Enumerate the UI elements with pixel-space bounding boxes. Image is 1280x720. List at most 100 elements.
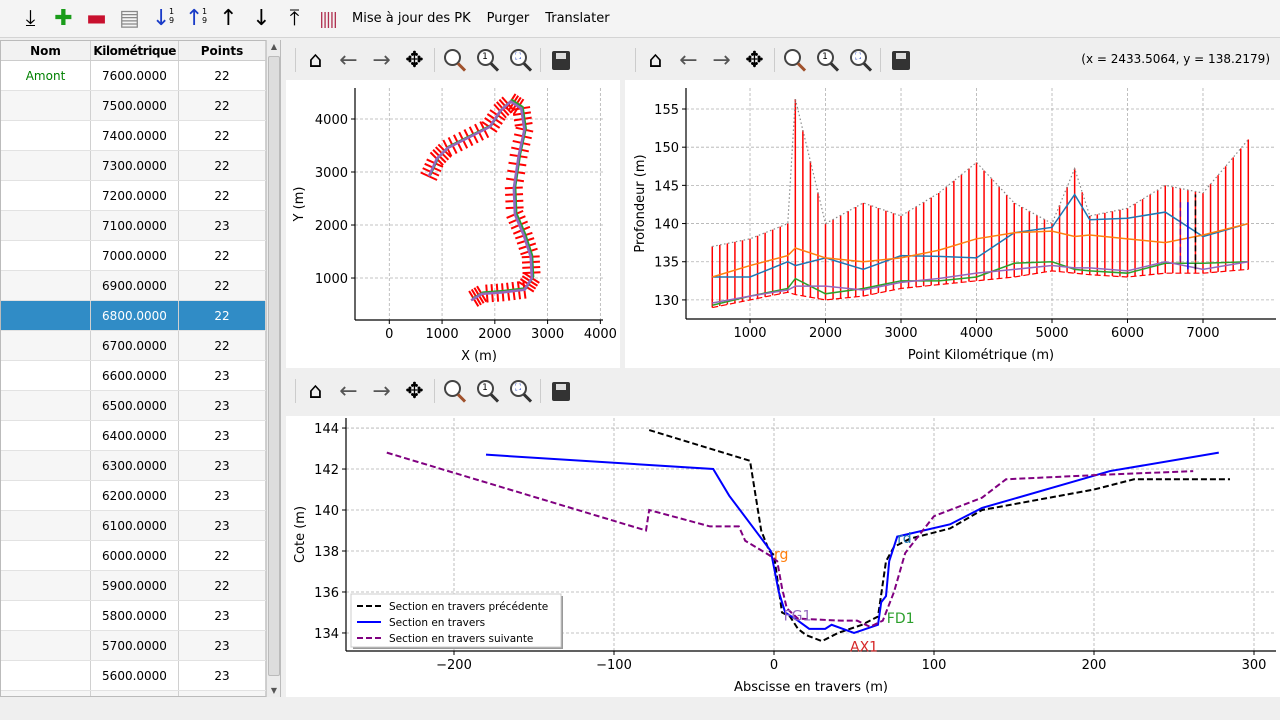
cell-pk[interactable]: 6600.0000 (91, 361, 179, 390)
zoom-fit-button[interactable]: ⛶ (504, 45, 537, 75)
sort-ascending-button[interactable]: ↓ 1 9 (146, 4, 179, 34)
cell-pk[interactable]: 7100.0000 (91, 211, 179, 240)
table-row[interactable]: 6500.0000 23 (1, 391, 280, 421)
zoom-1-button[interactable]: 1 (471, 45, 504, 75)
save-button[interactable] (544, 45, 577, 75)
table-row[interactable]: 6300.0000 23 (1, 451, 280, 481)
cell-points[interactable]: 22 (179, 271, 266, 300)
export-button[interactable]: ⤒ (278, 4, 311, 34)
cell-points[interactable]: 22 (179, 241, 266, 270)
forward-button[interactable]: → (705, 45, 738, 75)
home-button[interactable]: ⌂ (299, 376, 332, 406)
cell-points[interactable]: 22 (179, 301, 266, 330)
cell-points[interactable]: 22 (179, 181, 266, 210)
cell-pk[interactable]: 6000.0000 (91, 541, 179, 570)
cell-pk[interactable]: 6500.0000 (91, 391, 179, 420)
cell-name[interactable] (1, 511, 91, 540)
cell-points[interactable]: 23 (179, 211, 266, 240)
pan-button[interactable]: ✥ (398, 376, 431, 406)
cell-pk[interactable]: 7200.0000 (91, 181, 179, 210)
table-row[interactable]: 6400.0000 23 (1, 421, 280, 451)
remove-button[interactable]: ▬ (80, 4, 113, 34)
pan-button[interactable]: ✥ (738, 45, 771, 75)
table-row[interactable]: 6100.0000 23 (1, 511, 280, 541)
table-row[interactable]: 7400.0000 22 (1, 121, 280, 151)
back-button[interactable]: ← (672, 45, 705, 75)
table-row[interactable]: 5600.0000 23 (1, 661, 280, 691)
save-button[interactable] (884, 45, 917, 75)
cell-name[interactable] (1, 361, 91, 390)
add-button[interactable]: ✚ (47, 4, 80, 34)
back-button[interactable]: ← (332, 45, 365, 75)
update-pk-button[interactable]: Mise à jour des PK (352, 11, 471, 26)
scroll-down-icon[interactable]: ▼ (270, 686, 278, 695)
cell-points[interactable]: 22 (179, 61, 266, 90)
cell-pk[interactable]: 6800.0000 (91, 301, 179, 330)
cell-name[interactable] (1, 481, 91, 510)
cell-pk[interactable]: 6700.0000 (91, 331, 179, 360)
table-row[interactable]: 6900.0000 22 (1, 271, 280, 301)
zoom-button[interactable] (778, 45, 811, 75)
cell-name[interactable] (1, 391, 91, 420)
table-scrollbar[interactable]: ▲ ▼ (266, 40, 280, 697)
table-row[interactable]: 7300.0000 22 (1, 151, 280, 181)
cell-name[interactable] (1, 151, 91, 180)
cell-name[interactable] (1, 91, 91, 120)
home-button[interactable]: ⌂ (299, 45, 332, 75)
cell-name[interactable] (1, 181, 91, 210)
cross-section-chart[interactable]: −200 −100 0 100 200 300 134 136 138 140 142 144 Absc… (286, 416, 1280, 697)
zoom-button[interactable] (438, 376, 471, 406)
cell-name[interactable]: Amont (1, 61, 91, 90)
cell-name[interactable] (1, 631, 91, 660)
cell-name[interactable] (1, 331, 91, 360)
cell-points[interactable]: 23 (179, 451, 266, 480)
table-row[interactable] (1, 691, 280, 696)
cell-pk[interactable]: 5900.0000 (91, 571, 179, 600)
cell-name[interactable] (1, 541, 91, 570)
back-button[interactable]: ← (332, 376, 365, 406)
cell-pk[interactable]: 7600.0000 (91, 61, 179, 90)
cell-points[interactable]: 23 (179, 631, 266, 660)
table-row[interactable]: 6600.0000 23 (1, 361, 280, 391)
cell-name[interactable] (1, 571, 91, 600)
zoom-fit-button[interactable]: ⛶ (844, 45, 877, 75)
column-header-pk[interactable]: t Kilométrique (91, 41, 179, 60)
cell-pk[interactable]: 7300.0000 (91, 151, 179, 180)
table-row[interactable]: 5800.0000 23 (1, 601, 280, 631)
cell-pk[interactable]: 7000.0000 (91, 241, 179, 270)
cell-points[interactable]: 23 (179, 601, 266, 630)
cell-points[interactable]: 23 (179, 361, 266, 390)
cell-pk[interactable]: 7500.0000 (91, 91, 179, 120)
cell-pk[interactable]: 6400.0000 (91, 421, 179, 450)
move-down-button[interactable]: ↓ (245, 4, 278, 34)
cell-points[interactable]: 22 (179, 331, 266, 360)
scroll-up-icon[interactable]: ▲ (270, 42, 278, 51)
cell-points[interactable]: 23 (179, 661, 266, 690)
table-row[interactable]: 6200.0000 23 (1, 481, 280, 511)
home-button[interactable]: ⌂ (639, 45, 672, 75)
move-up-button[interactable]: ↑ (212, 4, 245, 34)
purge-button[interactable]: Purger (486, 11, 530, 26)
cell-pk[interactable]: 5600.0000 (91, 661, 179, 690)
cell-name[interactable] (1, 601, 91, 630)
table-row[interactable]: 5700.0000 23 (1, 631, 280, 661)
translate-button[interactable]: Translater (545, 11, 610, 26)
barcode-button[interactable]: ||||| (311, 4, 344, 34)
cell-points[interactable]: 22 (179, 91, 266, 120)
cell-name[interactable] (1, 121, 91, 150)
table-row[interactable]: 7500.0000 22 (1, 91, 280, 121)
cell-points[interactable] (179, 691, 266, 696)
document-button[interactable]: ▤ (113, 4, 146, 34)
cell-name[interactable] (1, 301, 91, 330)
cell-pk[interactable]: 7400.0000 (91, 121, 179, 150)
forward-button[interactable]: → (365, 376, 398, 406)
table-row[interactable]: 6800.0000 22 (1, 301, 280, 331)
column-header-name[interactable]: Nom (1, 41, 91, 60)
cell-name[interactable] (1, 271, 91, 300)
save-button[interactable] (544, 376, 577, 406)
plan-view-chart[interactable]: 0 1000 2000 3000 4000 1000 2000 3000 4000 X (m) Y … (286, 80, 620, 368)
zoom-fit-button[interactable]: ⛶ (504, 376, 537, 406)
table-row[interactable]: Amont 7600.0000 22 (1, 61, 280, 91)
cell-name[interactable] (1, 421, 91, 450)
table-row[interactable]: 6700.0000 22 (1, 331, 280, 361)
